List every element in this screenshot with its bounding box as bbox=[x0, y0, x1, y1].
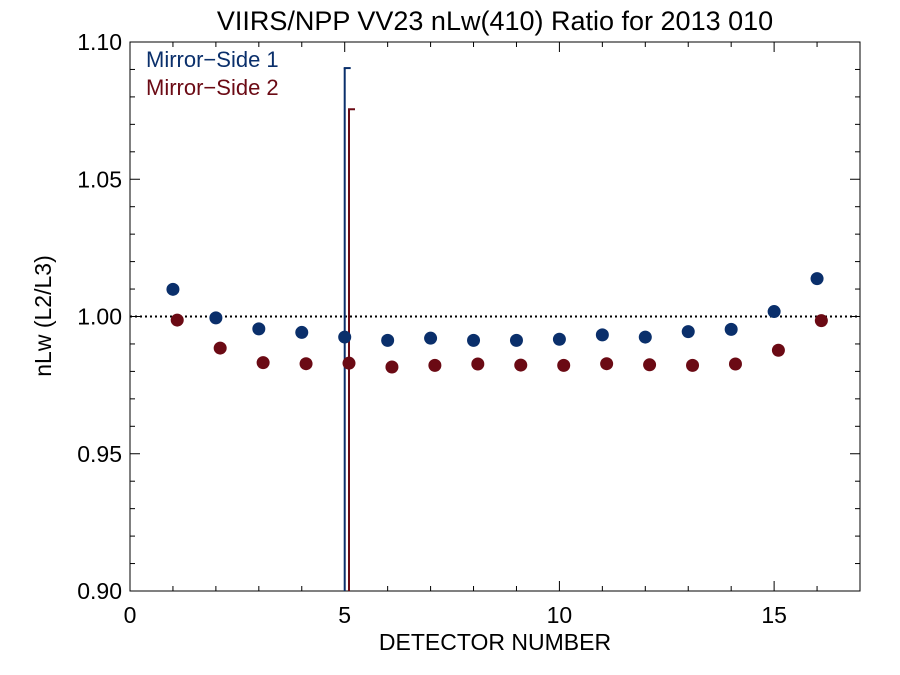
series-1-point bbox=[724, 322, 738, 336]
error-bars bbox=[343, 67, 355, 591]
series-1-point bbox=[338, 330, 352, 344]
series-1-point bbox=[552, 332, 566, 346]
series-1-point bbox=[166, 282, 180, 296]
series-1-point bbox=[381, 333, 395, 347]
series-2-point bbox=[385, 360, 399, 374]
series-2-point bbox=[514, 358, 528, 372]
legend-entry-1: Mirror−Side 1 bbox=[146, 47, 279, 72]
axis-ticks: 0 5 10 15 0.90 0.95 1.00 1.05 1.10 bbox=[77, 29, 860, 628]
y-tick-label: 0.95 bbox=[77, 441, 122, 467]
series-2-point bbox=[600, 357, 614, 371]
y-tick-label: 1.10 bbox=[77, 29, 122, 55]
data-points bbox=[166, 272, 828, 374]
series-2-point bbox=[256, 356, 270, 370]
series-1-point bbox=[638, 330, 652, 344]
legend-entry-2: Mirror−Side 2 bbox=[146, 75, 279, 100]
y-tick-label: 0.90 bbox=[77, 578, 122, 604]
series-1-point bbox=[295, 325, 309, 339]
chart-title: VIIRS/NPP VV23 nLw(410) Ratio for 2013 0… bbox=[217, 6, 773, 36]
series-2-point bbox=[428, 358, 442, 372]
series-1-point bbox=[681, 325, 695, 339]
series-2-point bbox=[771, 343, 785, 357]
series-1-point bbox=[424, 331, 438, 345]
y-tick-label: 1.00 bbox=[77, 304, 122, 330]
series-1-point bbox=[209, 311, 223, 325]
x-axis-label: DETECTOR NUMBER bbox=[379, 629, 611, 655]
series-1-point bbox=[810, 272, 824, 286]
y-tick-label: 1.05 bbox=[77, 166, 122, 192]
series-2-point bbox=[557, 358, 571, 372]
series-2-point bbox=[728, 357, 742, 371]
series-2-point bbox=[686, 358, 700, 372]
y-axis-label: nLw (L2/L3) bbox=[30, 255, 56, 376]
series-1-point bbox=[509, 333, 523, 347]
series-2-point bbox=[814, 314, 828, 328]
x-tick-label: 0 bbox=[124, 602, 137, 628]
series-2-point bbox=[213, 341, 227, 355]
series-1-point bbox=[467, 333, 481, 347]
series-2-point bbox=[170, 313, 184, 327]
series-2-point bbox=[342, 356, 356, 370]
series-1-point bbox=[252, 322, 266, 336]
series-2-point bbox=[643, 358, 657, 372]
x-tick-label: 5 bbox=[338, 602, 351, 628]
series-2-point bbox=[471, 357, 485, 371]
x-tick-label: 10 bbox=[547, 602, 573, 628]
series-1-point bbox=[595, 328, 609, 342]
legend: Mirror−Side 1 Mirror−Side 2 bbox=[146, 47, 279, 100]
series-2-point bbox=[299, 357, 313, 371]
x-tick-label: 15 bbox=[761, 602, 787, 628]
series-1-point bbox=[767, 305, 781, 319]
